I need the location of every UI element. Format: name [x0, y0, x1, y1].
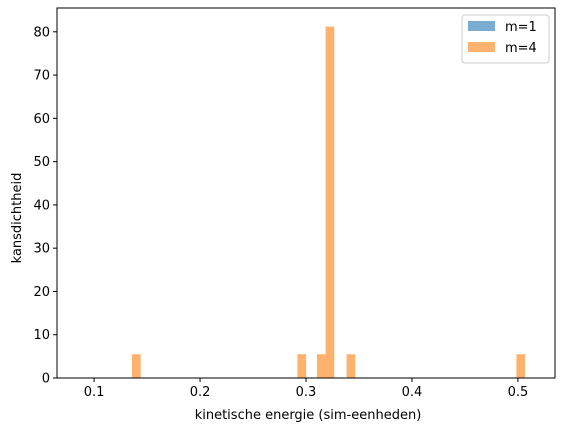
legend: m=1 m=4: [461, 14, 550, 64]
legend-swatch-m1: [468, 21, 495, 31]
y-tick-label: 10: [33, 328, 50, 343]
histogram-bar-m4-4: [346, 354, 356, 378]
x-tick-label: 0.5: [508, 385, 529, 400]
x-tick-label: 0.2: [190, 385, 211, 400]
legend-label-m1: m=1: [505, 20, 537, 35]
histogram-bar-m4-2: [316, 354, 326, 378]
x-tick-label: 0.4: [402, 385, 423, 400]
legend-label-m4: m=4: [505, 41, 537, 56]
y-tick-label: 20: [33, 285, 50, 300]
y-tick-label: 0: [42, 372, 50, 387]
x-tick-label: 0.3: [296, 385, 317, 400]
histogram-bar-m4-0: [132, 354, 141, 378]
bars-layer: [132, 26, 526, 379]
y-tick-label: 30: [33, 242, 50, 257]
ticks-layer: 0.1 0.2 0.3 0.4 0.5 0 10 20 30 40 50 60 70 80: [33, 25, 528, 400]
y-tick-label: 60: [33, 112, 50, 127]
x-axis-label: kinetische energie (sim-eenheden): [195, 408, 422, 423]
y-tick-label: 50: [33, 155, 50, 170]
y-tick-label: 40: [33, 198, 50, 213]
histogram-bar-m4-1: [297, 354, 307, 378]
y-axis-label: kansdichtheid: [10, 173, 25, 264]
y-tick-label: 70: [33, 69, 50, 84]
x-tick-label: 0.1: [84, 385, 105, 400]
histogram-bar-m4-5: [516, 354, 526, 378]
legend-swatch-m4: [468, 42, 495, 52]
y-tick-label: 80: [33, 25, 50, 40]
histogram-bar-m4-3: [325, 26, 335, 379]
